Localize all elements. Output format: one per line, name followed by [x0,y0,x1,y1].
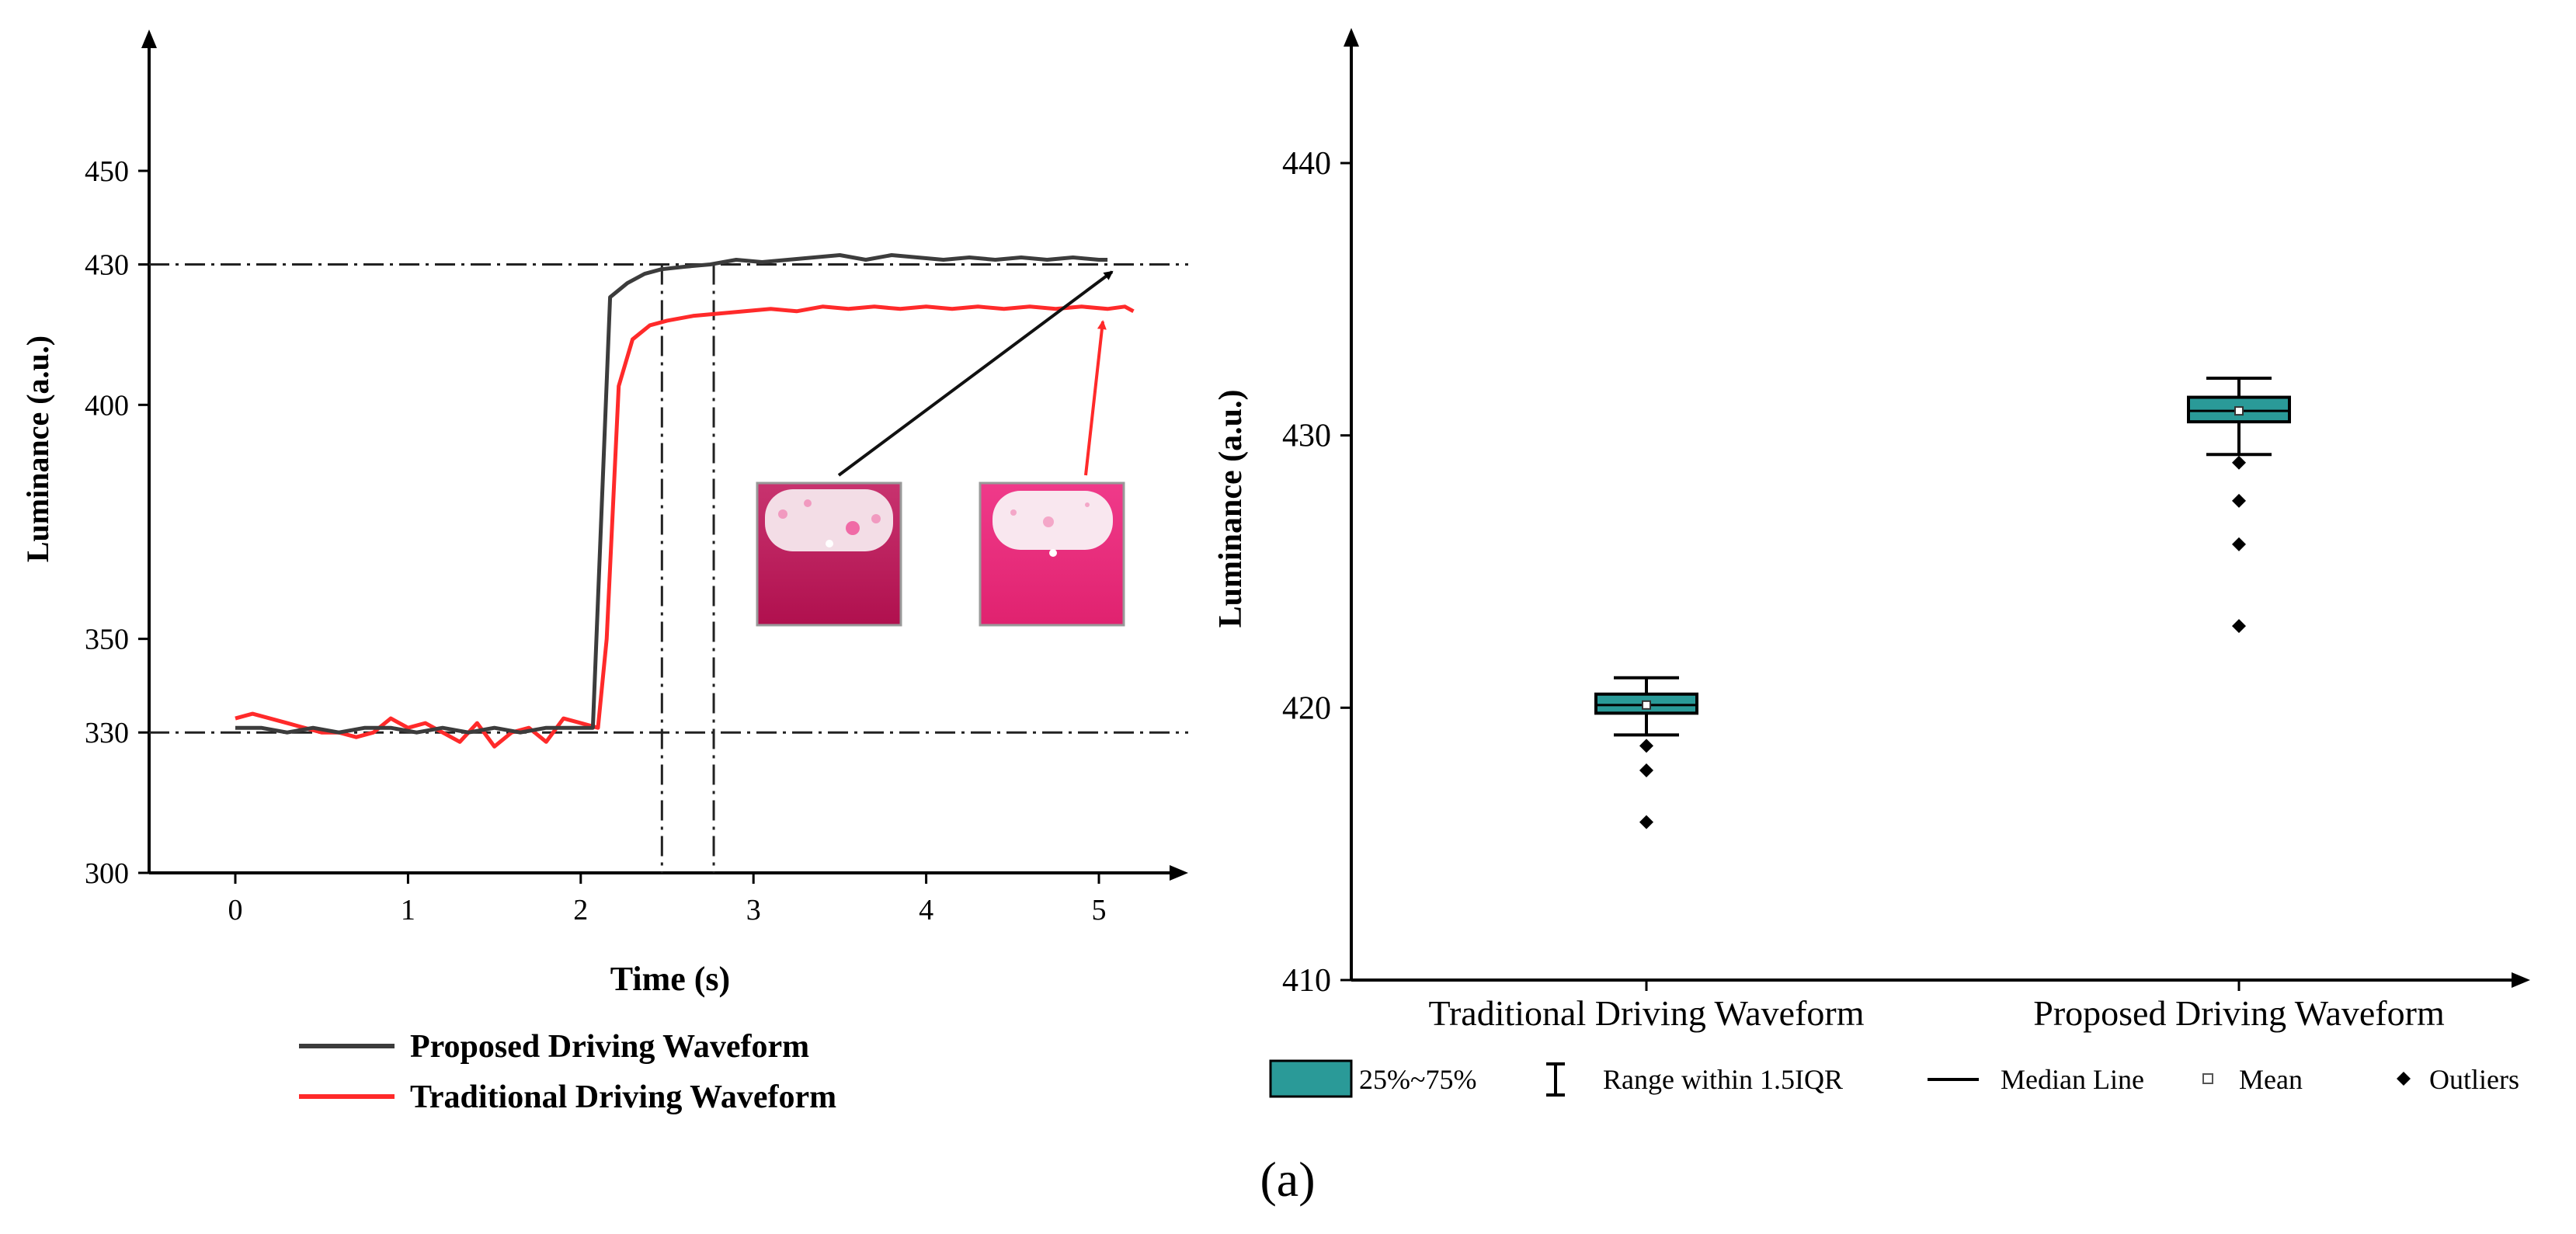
outlier-point [1639,763,1653,777]
series-line-traditional-driving-waveform [235,304,1135,749]
outlier-point [1639,739,1653,753]
right-x-tick-label: Traditional Driving Waveform [1428,993,1864,1033]
figure-caption: (a) [1260,1152,1315,1207]
legend-label-iqr: 25%~75% [1359,1064,1476,1095]
mean-marker [1642,700,1651,710]
left-legend: Proposed Driving Waveform Traditional Dr… [299,1029,836,1115]
left-x-tick-label: 4 [919,894,933,926]
left-y-tick-label: 300 [85,857,129,890]
left-x-ticks: 0 1 2 3 4 5 [228,873,1107,926]
right-y-tick-label: 410 [1282,963,1331,999]
legend-swatch-mean [2202,1073,2213,1084]
display-photo-proposed [756,481,902,627]
outlier-point [2232,493,2246,508]
left-y-axis-arrow [141,30,157,48]
box-plot-chart: 410 420 430 440 Traditional Driving Wavefor… [1213,28,2530,1098]
right-y-axis-label: Luminance (a.u.) [1213,390,1249,628]
left-x-tick-label: 3 [746,894,761,926]
legend-label-range: Range within 1.5IQR [1603,1064,1843,1095]
left-x-tick-label: 2 [573,894,588,926]
legend-swatch-iqr [1269,1059,1353,1098]
left-x-axis-arrow [1170,865,1188,881]
legend-swatch-range [1546,1062,1565,1097]
legend-label-mean: Mean [2239,1064,2303,1095]
left-y-tick-label: 430 [85,249,129,282]
legend-label-traditional: Traditional Driving Waveform [410,1079,836,1115]
outlier-point [2232,455,2246,470]
left-y-tick-label: 350 [85,624,129,656]
right-x-axis-arrow [2512,972,2530,988]
left-x-tick-label: 1 [401,894,415,926]
series-line-proposed-driving-waveform [235,253,1108,735]
traditional-pointer-arrow [1084,320,1107,476]
time-series-chart: 300 330 350 400 430 450 0 1 2 3 4 5 Time (s) Lumin… [20,30,1188,1115]
reference-lines [149,263,1188,873]
right-y-tick-label: 430 [1282,419,1331,454]
right-y-tick-label: 440 [1282,146,1331,182]
left-y-ticks: 300 330 350 400 430 450 [85,155,149,890]
right-y-axis-arrow [1344,28,1359,47]
mean-marker [2234,406,2244,416]
right-x-tick-label: Proposed Driving Waveform [2033,993,2445,1033]
left-y-tick-label: 400 [85,389,129,422]
outlier-point [2232,619,2246,634]
legend-label-outlier: Outliers [2429,1064,2519,1095]
left-y-axis-label: Luminance (a.u.) [20,335,55,562]
left-y-tick-label: 450 [85,155,129,188]
right-y-ticks: 410 420 430 440 [1282,146,1351,999]
box-traditional-driving-waveform [1594,676,1698,829]
legend-label-median: Median Line [2001,1064,2144,1095]
right-x-ticks: Traditional Driving Waveform Proposed Dri… [1428,980,2445,1033]
left-x-tick-label: 5 [1092,894,1107,926]
right-legend: 25%~75% Range within 1.5IQR Median Line … [1269,1059,2519,1098]
left-y-tick-label: 330 [85,717,129,749]
proposed-pointer-arrow [837,270,1114,477]
legend-label-proposed: Proposed Driving Waveform [410,1029,809,1065]
box-elements [1594,377,2291,829]
left-x-axis-label: Time (s) [610,960,730,998]
outlier-point [1639,815,1653,829]
series-lines [235,253,1135,749]
left-x-tick-label: 0 [228,894,243,926]
display-photo-traditional [979,481,1125,627]
outlier-point [2232,537,2246,551]
legend-swatch-outlier [2397,1072,2411,1086]
right-y-tick-label: 420 [1282,690,1331,726]
box-proposed-driving-waveform [2187,377,2291,634]
